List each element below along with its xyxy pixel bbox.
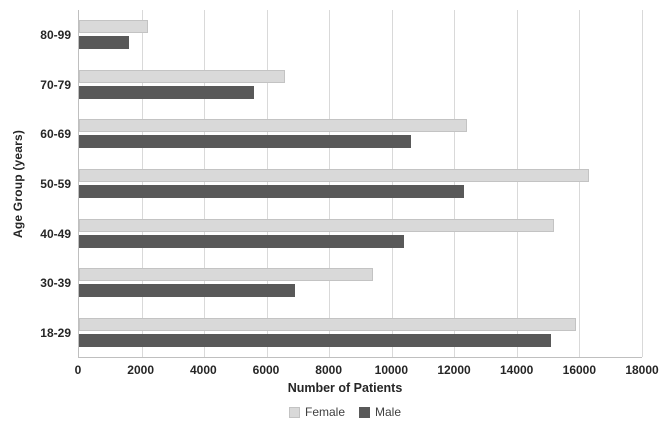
x-tick-label: 4000: [189, 363, 217, 377]
bar-group: [79, 159, 642, 209]
bar-group: [79, 258, 642, 308]
category-label: 18-29: [40, 326, 71, 341]
bar-male: [79, 36, 130, 50]
category-label: 30-39: [40, 276, 71, 291]
legend-swatch-female: [288, 406, 300, 418]
x-tick-label: 2000: [127, 363, 155, 377]
x-tick-label: 16000: [562, 363, 597, 377]
bar-female: [79, 218, 555, 232]
x-tick-label: 10000: [374, 363, 409, 377]
bar-group: [79, 109, 642, 159]
x-axis-title: Number of Patients: [287, 381, 403, 395]
legend-item-female: Female: [288, 405, 345, 419]
gridline: [579, 10, 581, 357]
bar-male: [79, 85, 255, 99]
bar-female: [79, 317, 577, 331]
gridline: [391, 10, 393, 357]
gridline: [266, 10, 268, 357]
x-tick-label: 12000: [437, 363, 471, 377]
x-tick-label: 18000: [625, 363, 659, 377]
gridline: [204, 10, 206, 357]
y-axis-title: Age Group (years): [11, 129, 25, 239]
gridline: [516, 10, 518, 357]
x-tick-label: 6000: [252, 363, 280, 377]
bar-group: [79, 208, 642, 258]
bar-female: [79, 169, 589, 183]
bar-male: [79, 284, 295, 298]
category-label: 70-79: [40, 77, 71, 92]
bar-male: [79, 333, 552, 347]
legend-label-male: Male: [375, 405, 402, 419]
bar-group: [79, 10, 642, 60]
gridline: [454, 10, 456, 357]
legend-item-male: Male: [359, 405, 401, 419]
x-axis-ticks: 0 2000 4000 6000 8000 10000 12000 14000 16000 180…: [74, 358, 659, 378]
bar-male: [79, 185, 464, 199]
bar-group: [79, 60, 642, 110]
y-axis-categories: 80-99 70-79 60-69 50-59 40-49 30-39 18-29: [28, 10, 78, 358]
category-label: 50-59: [40, 177, 71, 192]
plot-area: [78, 10, 643, 358]
category-label: 80-99: [40, 27, 71, 42]
bar-female: [79, 20, 148, 34]
category-label: 60-69: [40, 127, 71, 142]
bar-female: [79, 268, 373, 282]
bar-male: [79, 135, 411, 149]
x-tick-label: 0: [74, 363, 82, 377]
category-label: 40-49: [40, 226, 71, 241]
bar-group: [79, 307, 642, 357]
bar-male: [79, 234, 405, 248]
legend: Female Male: [8, 400, 642, 424]
legend-label-female: Female: [304, 405, 345, 419]
bar-female: [79, 69, 286, 83]
legend-swatch-male: [359, 406, 370, 418]
bar-female: [79, 119, 467, 133]
gridline: [141, 10, 143, 357]
x-tick-label: 8000: [315, 363, 343, 377]
gridline: [329, 10, 331, 357]
x-tick-label: 14000: [499, 363, 534, 377]
gridline: [642, 10, 643, 357]
